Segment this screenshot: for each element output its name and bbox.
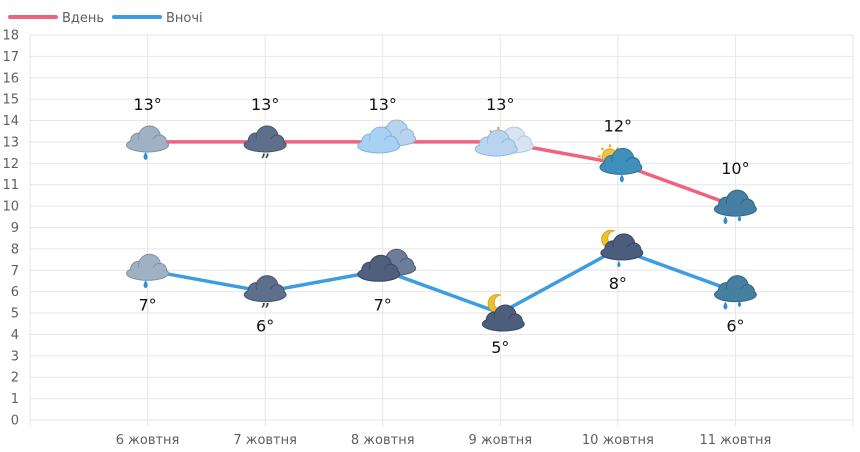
rain-drop (737, 300, 742, 308)
legend-label: Вдень (62, 11, 104, 26)
y-tick-label: 4 (11, 328, 19, 343)
day-temp-label: 13° (486, 95, 514, 114)
x-tick-label: 7 жовтня (233, 433, 297, 448)
series-line-day (147, 140, 736, 208)
x-axis: 6 жовтня 7 жовтня 8 жовтня 9 жовтня 10 жовтн… (116, 433, 772, 448)
cloud-fill (127, 138, 168, 151)
day-temp-label: 10° (721, 159, 749, 178)
rain-drop (723, 216, 728, 225)
x-tick-label: 11 жовтня (699, 433, 771, 448)
cloud-rain-icon (126, 125, 170, 160)
night-temp-label: 6° (726, 317, 744, 336)
day-temp-label: 12° (604, 116, 632, 135)
y-tick-label: 8 (11, 242, 19, 257)
rain-drop (617, 260, 621, 268)
cloud-heavy-rain-icon (713, 275, 757, 310)
legend: Вдень Вночі (8, 11, 203, 26)
cloud-fill (601, 246, 642, 259)
x-tick-label: 9 жовтня (468, 433, 532, 448)
x-tick-label: 6 жовтня (116, 433, 180, 448)
y-tick-label: 5 (11, 307, 19, 322)
y-tick-label: 6 (11, 285, 19, 300)
cloud-fill (715, 203, 756, 216)
cloud-fill (476, 142, 517, 155)
y-tick-label: 18 (2, 29, 19, 44)
rain-drop (143, 151, 148, 160)
y-tick-label: 2 (11, 371, 19, 386)
day-temp-label: 13° (251, 95, 279, 114)
rain-drop (619, 174, 624, 183)
night-temp-label: 6° (256, 317, 274, 336)
y-tick-label: 10 (2, 200, 19, 215)
cloud-fill (358, 139, 399, 152)
sun-ray (600, 147, 605, 151)
cloud-rain-icon (126, 253, 170, 289)
cloud-fill (245, 288, 286, 301)
cloud-drizzle-icon: ” (243, 125, 287, 173)
cloud-fill (127, 267, 168, 280)
cloud-fill (600, 161, 641, 174)
cloud-heavy-rain-icon (713, 189, 757, 225)
legend-label: Вночі (166, 11, 203, 26)
x-tick-label: 8 жовтня (351, 433, 415, 448)
grid (29, 34, 854, 426)
y-tick-label: 16 (2, 71, 19, 86)
y-tick-label: 1 (11, 392, 19, 407)
drizzle-mark: ” (260, 149, 270, 173)
y-tick-label: 15 (2, 93, 19, 108)
y-tick-label: 9 (11, 221, 19, 236)
data-labels: 13° 13° 13° 13° 12° 10° 7° 6° 7° 5° 8° 6° (133, 95, 749, 357)
night-temp-label: 7° (374, 295, 392, 314)
y-tick-label: 17 (2, 50, 19, 65)
rain-drop (143, 280, 148, 289)
y-tick-label: 3 (11, 349, 19, 364)
cloudy-icon (357, 119, 417, 154)
y-tick-label: 13 (2, 135, 19, 150)
night-temp-label: 5° (491, 338, 509, 357)
day-temp-label: 13° (133, 95, 161, 114)
weather-icons: ”” (126, 119, 757, 332)
cloud-drizzle-icon: ” (243, 275, 287, 323)
cloud-fill (483, 318, 524, 331)
cloud-fill (245, 138, 286, 151)
night-temp-label: 7° (138, 295, 156, 314)
y-tick-label: 12 (2, 157, 19, 172)
cloud-fill (715, 288, 756, 301)
rain-drop (737, 215, 742, 222)
y-tick-label: 7 (11, 264, 19, 279)
cloud-fill (358, 268, 399, 281)
sun-ray (615, 147, 620, 151)
y-tick-label: 11 (2, 178, 19, 193)
drizzle-mark: ” (260, 299, 270, 323)
y-tick-label: 14 (2, 114, 19, 129)
rain-drop (723, 301, 728, 310)
night-temp-label: 8° (609, 274, 627, 293)
moon-cloud-icon (481, 294, 525, 332)
sun-rain-icon (597, 144, 643, 183)
moon-rain-icon (600, 229, 644, 268)
x-tick-label: 10 жовтня (582, 433, 654, 448)
series-line-night (147, 247, 736, 315)
overcast-icon (357, 248, 417, 282)
day-temp-label: 13° (369, 95, 397, 114)
partly-sunny-icon (474, 126, 534, 157)
y-tick-label: 0 (11, 414, 19, 429)
